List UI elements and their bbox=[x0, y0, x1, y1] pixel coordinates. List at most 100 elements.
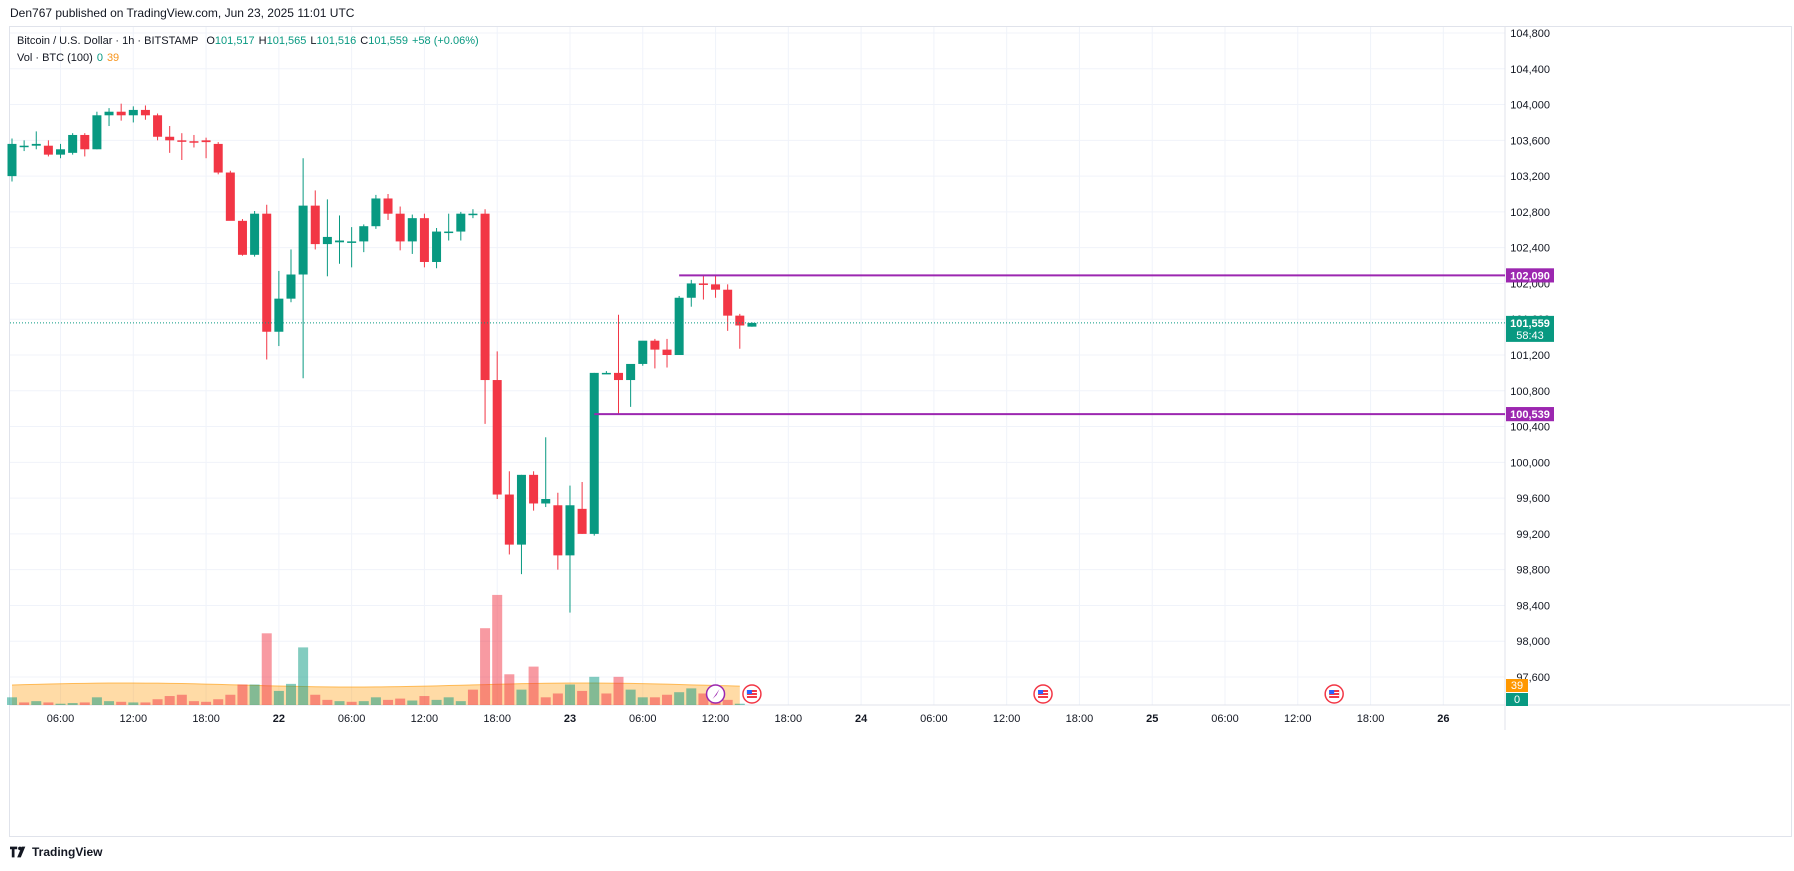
candle-body bbox=[565, 505, 575, 556]
volume-bar bbox=[55, 703, 66, 705]
candle bbox=[31, 131, 41, 150]
x-axis: 06:00 12:00 18:00 22 06:00 12:00 18:00 23 06:00 1… bbox=[47, 713, 1450, 725]
volume-bar bbox=[188, 701, 199, 705]
candle bbox=[650, 338, 660, 369]
volume-bar bbox=[383, 699, 394, 705]
candle-body bbox=[698, 283, 708, 285]
y-tick-label: 98,000 bbox=[1516, 636, 1550, 648]
volume-bar bbox=[164, 696, 175, 705]
volume-bar bbox=[346, 701, 357, 705]
candle bbox=[286, 249, 296, 303]
x-tick-label: 24 bbox=[855, 713, 868, 725]
candle bbox=[407, 214, 417, 254]
y-tick-label: 103,600 bbox=[1510, 135, 1550, 147]
candle-body bbox=[686, 283, 696, 298]
candle-body bbox=[674, 297, 684, 355]
volume-bar bbox=[201, 701, 212, 705]
candle-body bbox=[177, 140, 187, 142]
candle-body bbox=[43, 145, 53, 155]
candle bbox=[43, 140, 53, 157]
us-flag-icon bbox=[1324, 684, 1344, 704]
volume-bar bbox=[261, 633, 272, 705]
volume-ma-tag bbox=[1506, 679, 1528, 692]
candle-body bbox=[735, 315, 745, 326]
volume-bar bbox=[395, 698, 406, 705]
candle bbox=[177, 133, 187, 161]
volume-bar bbox=[116, 701, 127, 705]
candle bbox=[262, 204, 272, 360]
volume-bar bbox=[419, 696, 430, 705]
candle bbox=[553, 492, 563, 570]
us-flag-icon bbox=[742, 684, 762, 704]
legend-h-label: H bbox=[258, 35, 267, 47]
candle-body bbox=[165, 136, 175, 141]
candle bbox=[104, 108, 114, 127]
candle bbox=[140, 105, 150, 120]
y-tick-label: 102,800 bbox=[1510, 207, 1550, 219]
legend-o-label: O bbox=[206, 35, 215, 47]
volume-bar bbox=[734, 703, 745, 705]
candle bbox=[225, 170, 235, 221]
legend-vol-b: 39 bbox=[106, 52, 120, 64]
candle bbox=[614, 314, 623, 415]
candle-body bbox=[626, 363, 636, 381]
candle bbox=[201, 137, 211, 159]
x-tick-label: 12:00 bbox=[702, 713, 730, 725]
candle bbox=[347, 227, 357, 268]
candle-body bbox=[104, 111, 114, 116]
volume-bar bbox=[91, 697, 102, 705]
candle-body bbox=[383, 198, 393, 214]
volume-bar bbox=[528, 666, 539, 705]
candle-body bbox=[541, 499, 551, 504]
y-tick-label: 104,000 bbox=[1510, 100, 1550, 112]
candle-body bbox=[601, 372, 611, 375]
level-price-label: 100,539 bbox=[1510, 409, 1550, 421]
candle-body bbox=[529, 474, 539, 504]
candle-body bbox=[347, 241, 357, 243]
x-tick-label: 12:00 bbox=[411, 713, 439, 725]
volume-bar bbox=[140, 702, 151, 705]
legend-vol-a: 0 bbox=[96, 52, 103, 64]
event-sparkle-icon bbox=[705, 684, 726, 704]
volume-bar bbox=[334, 701, 345, 705]
levels: 102,090 100,539 bbox=[10, 268, 1554, 422]
volume-bar bbox=[128, 702, 139, 705]
candle-body bbox=[237, 220, 247, 255]
candle bbox=[274, 270, 284, 347]
candle-body bbox=[456, 213, 466, 232]
volume-bar bbox=[7, 697, 17, 705]
x-tick-label: 26 bbox=[1437, 713, 1449, 725]
volume-bar bbox=[443, 697, 454, 705]
candle bbox=[468, 209, 478, 219]
candle bbox=[541, 437, 551, 508]
volume-bar bbox=[613, 676, 624, 705]
volume-value: 0 bbox=[1514, 694, 1520, 706]
candle bbox=[92, 111, 102, 150]
volume-bar bbox=[698, 693, 709, 705]
y-tick-label: 100,800 bbox=[1510, 386, 1550, 398]
volume-value-tag bbox=[1506, 693, 1528, 706]
candle bbox=[322, 199, 332, 277]
candle-body bbox=[153, 115, 163, 137]
candle bbox=[56, 143, 66, 159]
level-price-tag bbox=[1506, 407, 1554, 422]
y-tick-label: 98,400 bbox=[1516, 600, 1550, 612]
volume-bar bbox=[431, 699, 442, 705]
us-flag-icon bbox=[1033, 684, 1053, 704]
x-tick-label: 12:00 bbox=[120, 713, 148, 725]
candle-body bbox=[19, 145, 29, 148]
candle bbox=[638, 340, 648, 366]
footer-brand-text: TradingView bbox=[32, 845, 103, 859]
volume-bar bbox=[649, 697, 660, 705]
volume-bar bbox=[19, 702, 30, 705]
volume-bar bbox=[249, 684, 260, 705]
x-tick-label: 06:00 bbox=[47, 713, 75, 725]
candle-body bbox=[250, 213, 260, 255]
candle-body bbox=[80, 134, 90, 150]
candle-body bbox=[274, 298, 284, 332]
candle-body bbox=[577, 508, 587, 534]
footer-brand[interactable]: TradingView bbox=[10, 845, 102, 859]
